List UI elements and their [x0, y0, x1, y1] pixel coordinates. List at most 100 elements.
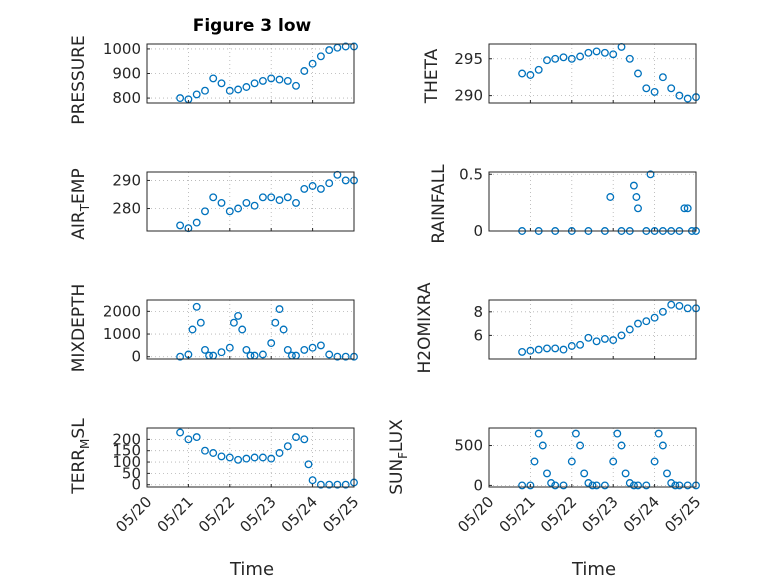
data-point-rainfall: [606, 193, 615, 201]
data-point-mixdepth: [238, 325, 247, 334]
data-point-air-temp: [242, 198, 251, 207]
data-point-h2omixra: [584, 333, 593, 342]
xtick-label-terr-msl: 05/24: [278, 493, 321, 536]
data-point-sun-flux: [634, 481, 642, 490]
data-point-pressure: [225, 86, 234, 95]
data-point-h2omixra: [567, 342, 576, 350]
data-point-terr-msl: [316, 480, 325, 489]
xtick-label-terr-msl: 05/25: [319, 493, 362, 536]
data-point-air-temp: [283, 193, 292, 202]
xtick-label-sun-flux: 05/25: [661, 493, 704, 536]
data-point-theta: [534, 65, 543, 74]
data-point-theta: [518, 69, 527, 78]
data-point-theta: [551, 54, 560, 63]
data-point-mixdepth: [201, 345, 209, 354]
data-point-theta: [617, 42, 626, 51]
data-point-terr-msl: [267, 454, 276, 463]
data-point-sun-flux: [683, 481, 692, 490]
xtick-label-sun-flux: 05/20: [454, 493, 497, 536]
data-point-h2omixra: [526, 346, 535, 355]
data-point-sun-flux: [629, 481, 638, 490]
data-point-theta: [609, 50, 618, 59]
data-point-mixdepth: [217, 348, 226, 357]
data-point-sun-flux: [613, 429, 622, 438]
data-point-h2omixra: [675, 301, 684, 310]
ytick-label-terr-msl: 0: [131, 476, 141, 494]
data-point-terr-msl: [283, 442, 292, 451]
data-point-sun-flux: [621, 469, 630, 478]
data-point-h2omixra: [592, 337, 601, 346]
xtick-label-terr-msl: 05/21: [154, 493, 197, 536]
xtick-label-sun-flux: 05/21: [496, 493, 539, 536]
ytick-label-theta: 295: [454, 50, 483, 68]
subplot-mixdepth: MIXDEPTH: [69, 284, 89, 373]
data-point-theta: [592, 47, 601, 56]
data-point-air-temp: [308, 182, 317, 190]
ytick-label-mixdepth: 0: [131, 348, 141, 366]
data-point-terr-msl: [258, 453, 267, 462]
data-point-rainfall: [646, 170, 655, 179]
data-point-sun-flux: [600, 481, 609, 490]
data-point-pressure: [333, 43, 342, 52]
ytick-label-air-temp: 290: [112, 171, 141, 189]
data-point-sun-flux: [663, 469, 671, 478]
data-point-mixdepth: [258, 350, 267, 359]
data-point-sun-flux: [667, 479, 676, 487]
data-point-h2omixra: [518, 347, 527, 356]
data-point-h2omixra: [617, 331, 626, 340]
ylabel-terr-msl: TERRMSL: [69, 418, 92, 495]
data-point-h2omixra: [683, 304, 692, 313]
data-point-pressure: [308, 59, 317, 68]
data-point-sun-flux: [625, 479, 634, 487]
ylabel-theta: THETA: [422, 48, 442, 104]
data-point-air-temp: [325, 179, 334, 188]
axes-mixdepth: 0 1000 2000: [103, 299, 358, 366]
data-point-pressure: [275, 75, 284, 84]
data-point-theta: [667, 84, 676, 93]
data-point-h2omixra: [609, 336, 618, 345]
data-point-theta: [584, 48, 593, 57]
data-point-terr-msl: [304, 460, 313, 469]
data-point-mixdepth: [176, 352, 185, 361]
points-theta: [518, 42, 700, 103]
data-point-terr-msl: [250, 453, 259, 462]
xlabel-left: Time: [229, 559, 274, 580]
data-point-pressure: [300, 67, 309, 75]
data-point-pressure: [192, 90, 201, 99]
data-point-h2omixra: [650, 313, 659, 322]
ylabel-air-temp-part2: EMP: [69, 168, 89, 204]
data-point-mixdepth: [234, 311, 243, 320]
data-point-air-temp: [217, 198, 226, 207]
ylabel-sun-flux-part1: SUN: [387, 459, 407, 495]
data-point-h2omixra: [559, 345, 568, 354]
data-point-terr-msl: [217, 452, 226, 461]
data-point-theta: [675, 91, 684, 100]
data-point-mixdepth: [283, 345, 292, 354]
data-point-terr-msl: [192, 433, 201, 442]
ytick-label-h2omixra: 6: [473, 326, 483, 344]
ytick-label-h2omixra: 8: [473, 303, 483, 321]
data-point-terr-msl: [176, 428, 185, 437]
data-point-pressure: [217, 79, 226, 88]
data-point-terr-msl: [300, 435, 309, 444]
data-point-mixdepth: [308, 343, 317, 352]
data-point-sun-flux: [642, 481, 651, 490]
axes-box-mixdepth: [146, 299, 355, 360]
data-point-mixdepth: [325, 350, 334, 359]
subplot-pressure: PRESSURE: [69, 35, 89, 124]
data-point-pressure: [242, 83, 251, 91]
ytick-label-rainfall: 0: [473, 222, 483, 240]
ylabel-sun-flux: SUNFLUX: [387, 419, 410, 495]
axes-box-h2omixra: [488, 299, 697, 360]
data-point-theta: [683, 94, 692, 103]
data-point-terr-msl: [201, 446, 209, 455]
data-point-mixdepth: [271, 318, 280, 327]
ylabel-terr-msl-subscript: M: [78, 439, 92, 449]
data-point-rainfall: [680, 204, 689, 213]
data-point-air-temp: [201, 207, 209, 216]
data-point-h2omixra: [534, 345, 543, 354]
data-point-sun-flux: [571, 429, 580, 438]
data-point-theta: [650, 87, 659, 96]
ytick-label-terr-msl: 50: [122, 464, 141, 482]
